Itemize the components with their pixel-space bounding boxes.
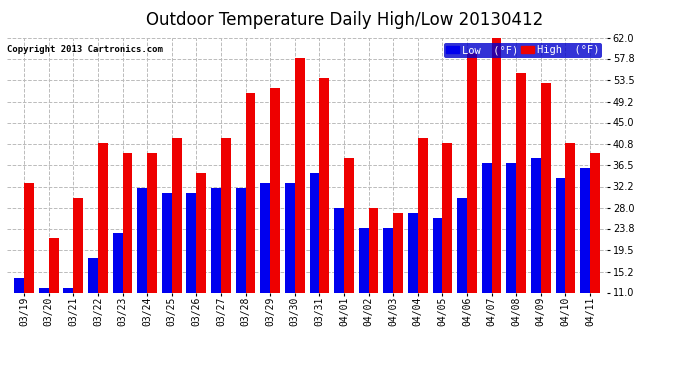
Bar	[417, 138, 428, 348]
Bar	[506, 162, 516, 348]
Bar	[408, 213, 417, 348]
Bar	[123, 153, 132, 348]
Bar	[73, 198, 83, 348]
Bar	[541, 82, 551, 348]
Bar	[393, 213, 403, 348]
Bar	[590, 153, 600, 348]
Bar	[531, 158, 541, 348]
Bar	[467, 53, 477, 348]
Bar	[433, 217, 442, 348]
Bar	[491, 38, 502, 348]
Bar	[285, 183, 295, 348]
Bar	[344, 158, 354, 348]
Bar	[112, 232, 123, 348]
Bar	[236, 188, 246, 348]
Bar	[63, 288, 73, 348]
Bar	[359, 228, 368, 348]
Bar	[295, 57, 304, 348]
Bar	[221, 138, 230, 348]
Bar	[368, 207, 378, 348]
Bar	[334, 207, 344, 348]
Bar	[162, 192, 172, 348]
Bar	[482, 162, 491, 348]
Bar	[580, 168, 590, 348]
Bar	[172, 138, 181, 348]
Bar	[211, 188, 221, 348]
Bar	[49, 237, 59, 348]
Bar	[98, 142, 108, 348]
Bar	[384, 228, 393, 348]
Text: Outdoor Temperature Daily High/Low 20130412: Outdoor Temperature Daily High/Low 20130…	[146, 11, 544, 29]
Legend: Low  (°F), High  (°F): Low (°F), High (°F)	[444, 43, 602, 58]
Bar	[516, 72, 526, 348]
Bar	[246, 93, 255, 348]
Bar	[260, 183, 270, 348]
Bar	[88, 258, 98, 348]
Bar	[147, 153, 157, 348]
Text: Copyright 2013 Cartronics.com: Copyright 2013 Cartronics.com	[7, 45, 163, 54]
Bar	[319, 78, 329, 348]
Bar	[186, 192, 197, 348]
Bar	[310, 172, 319, 348]
Bar	[197, 172, 206, 348]
Bar	[24, 183, 34, 348]
Bar	[457, 198, 467, 348]
Bar	[137, 188, 147, 348]
Bar	[442, 142, 452, 348]
Bar	[555, 177, 565, 348]
Bar	[270, 87, 280, 348]
Bar	[14, 278, 24, 348]
Bar	[565, 142, 575, 348]
Bar	[39, 288, 49, 348]
